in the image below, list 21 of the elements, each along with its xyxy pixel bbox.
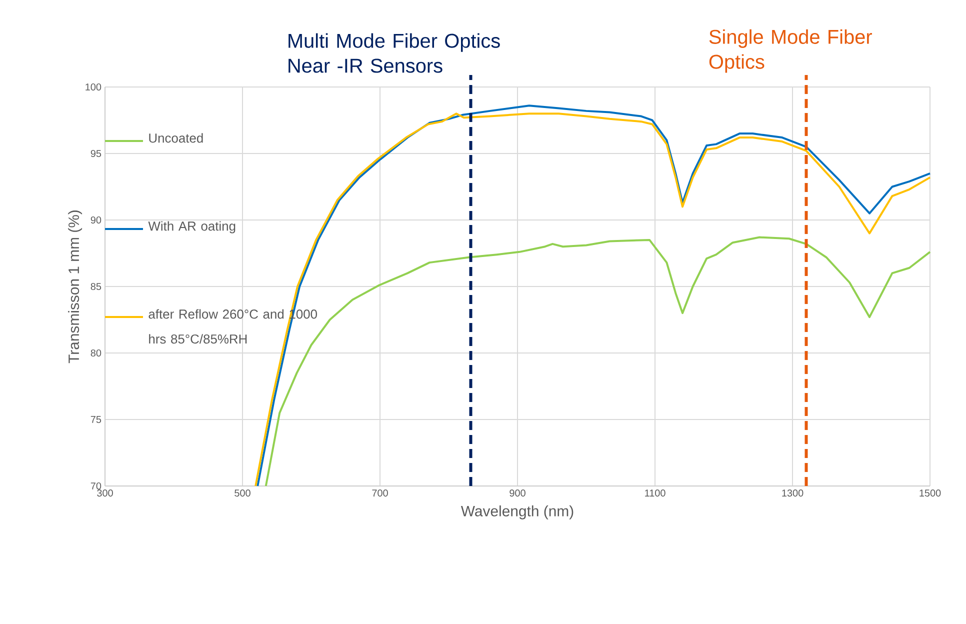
x-tick-label: 300 <box>97 490 113 497</box>
x-axis-title: Wavelength (nm) <box>460 505 574 520</box>
x-tick-label: 900 <box>510 490 526 497</box>
y-tick-label: 95 <box>90 150 102 158</box>
y-tick-label: 80 <box>90 349 102 357</box>
y-tick-label: 75 <box>90 416 102 423</box>
y-tick-label: 90 <box>90 216 102 224</box>
ref-line-label: Multi Mode Fiber Optics Near -IR Sensors <box>288 33 500 73</box>
line-series <box>264 236 932 487</box>
x-tick-label: 1100 <box>645 490 666 497</box>
x-tick-label: 700 <box>372 490 388 497</box>
ref-line-label: Single Mode Fiber Optics <box>709 29 872 73</box>
x-tick-label: 1500 <box>920 490 941 497</box>
y-tick-label: 85 <box>90 282 102 290</box>
y-tick-label: 70 <box>90 482 102 490</box>
y-axis-title: Transmisson 1 mm (%) <box>68 210 82 364</box>
x-tick-label: 500 <box>234 490 250 497</box>
legend-label: Uncoated <box>149 133 203 143</box>
x-tick-label: 1300 <box>782 490 804 497</box>
y-tick-label: 100 <box>86 83 102 91</box>
legend-label: With AR oating <box>148 221 236 234</box>
